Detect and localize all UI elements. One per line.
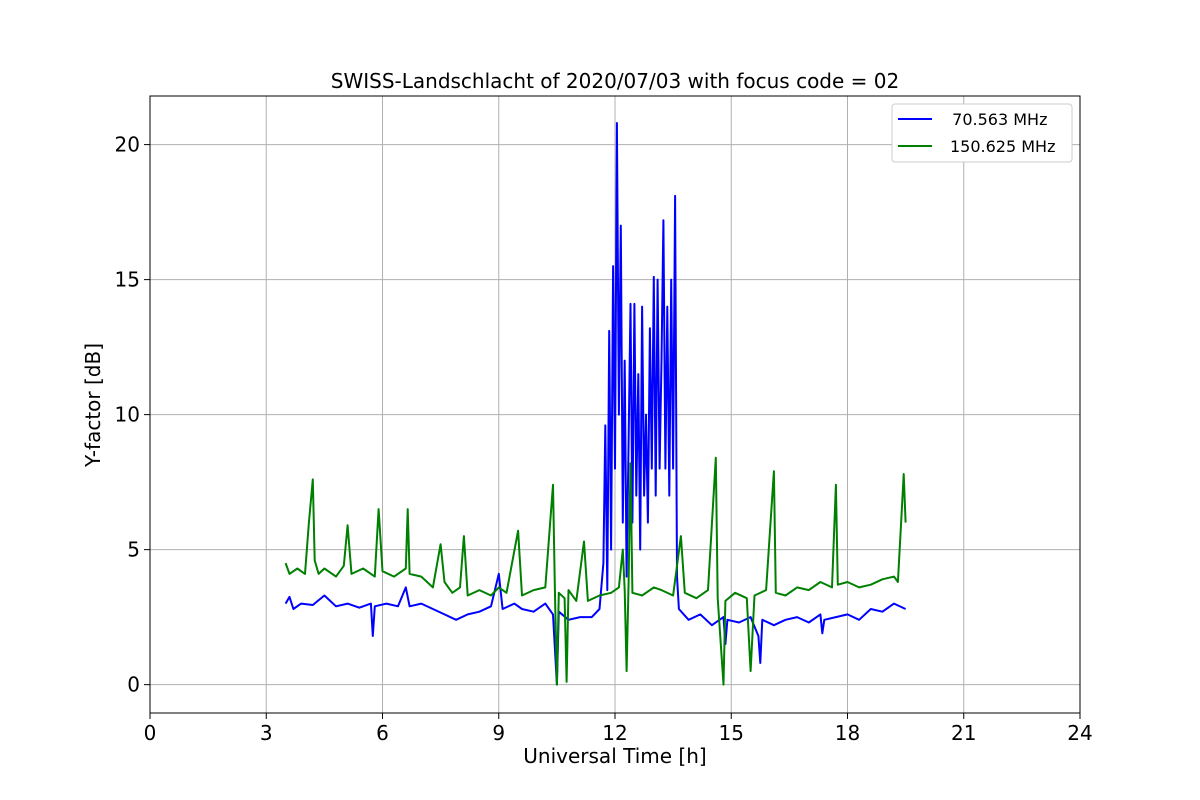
y-axis: 0 5 10 15 20 xyxy=(115,133,150,697)
legend-label-70-mhz: 70.563 MHz xyxy=(942,110,1047,129)
y-tick-label: 5 xyxy=(127,538,140,562)
x-tick-label: 15 xyxy=(719,721,744,745)
y-tick-label: 10 xyxy=(115,403,140,427)
legend-box xyxy=(891,103,1073,163)
x-tick-label: 18 xyxy=(835,721,860,745)
y-axis-label: Y-factor [dB] xyxy=(81,343,105,468)
chart-title: SWISS-Landschlacht of 2020/07/03 with fo… xyxy=(331,69,899,93)
x-tick-label: 24 xyxy=(1067,721,1092,745)
x-tick-label: 9 xyxy=(492,721,505,745)
series-line-1 xyxy=(284,456,907,686)
y-tick-label: 0 xyxy=(127,673,140,697)
series-layer xyxy=(284,122,907,686)
x-axis: 0 3 6 9 12 15 18 21 24 xyxy=(144,713,1093,745)
x-tick-label: 0 xyxy=(144,721,157,745)
x-axis-label: Universal Time [h] xyxy=(523,744,706,768)
y-tick-label: 20 xyxy=(115,133,140,157)
x-tick-label: 12 xyxy=(602,721,627,745)
x-tick-label: 3 xyxy=(260,721,273,745)
x-tick-label: 21 xyxy=(951,721,976,745)
legend: 70.563 MHz 150.625 MHz xyxy=(891,103,1073,163)
legend-label-150-mhz: 150.625 MHz xyxy=(950,137,1055,156)
x-tick-label: 6 xyxy=(376,721,389,745)
y-tick-label: 15 xyxy=(115,268,140,292)
